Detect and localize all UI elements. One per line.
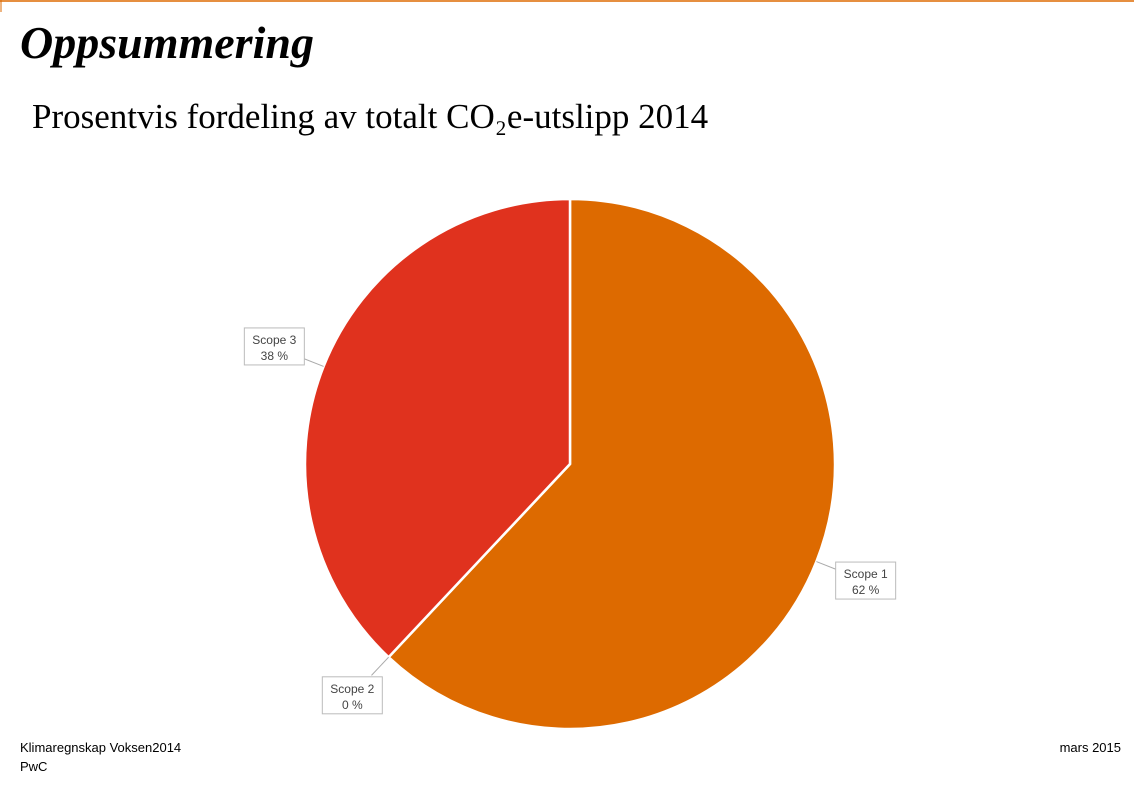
slide-title: Oppsummering <box>20 17 314 68</box>
pie-slice <box>386 197 837 731</box>
label-box <box>835 561 897 600</box>
value-label: 38 % <box>261 349 289 363</box>
footer-right: mars 2015 <box>1060 740 1121 755</box>
value-label: 0 % <box>342 698 363 712</box>
chart-title: Prosentvis fordeling av totalt CO₂e-utsl… <box>32 97 708 136</box>
footer-left: Klimaregnskap Voksen2014 <box>20 740 181 755</box>
footer-left: PwC <box>20 759 47 774</box>
label-box <box>243 327 305 366</box>
slice-label: Scope 1 <box>844 567 888 581</box>
pie-slice <box>303 197 572 659</box>
slice-label: Scope 2 <box>330 682 374 696</box>
label-leader <box>371 656 389 676</box>
slice-label: Scope 3 <box>252 333 296 347</box>
value-label: 62 % <box>852 583 880 597</box>
label-box <box>321 676 383 715</box>
pie: Scope 1 62 % Scope 2 0 % Scope 3 38 % <box>243 197 897 731</box>
